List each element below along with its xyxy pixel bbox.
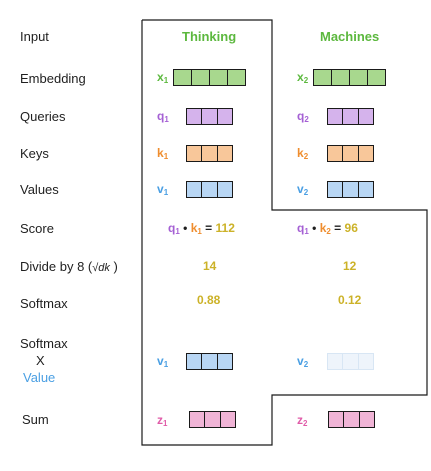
row-label-softmax: Softmax (20, 296, 68, 311)
score-value-thinking: 112 (215, 221, 235, 235)
sqrt-dk-symbol: √dk (92, 262, 110, 274)
row-label-sum: Sum (22, 412, 49, 427)
value-vector-v2 (327, 181, 374, 198)
sum-symbol-z1: z1 (157, 413, 168, 428)
embedding-vector-x2 (313, 69, 386, 86)
column-header-thinking: Thinking (182, 29, 237, 44)
softmax-value-thinking: 0.88 (197, 293, 221, 307)
softmax-value-machines: 0.12 (338, 293, 362, 307)
score-expression-thinking: q1 • k1 = 112 (168, 221, 235, 236)
embedding-vector-x1 (173, 69, 246, 86)
row-label-softmax-2: Softmax (20, 336, 68, 351)
row-label-values: Values (20, 182, 59, 197)
row-label-input: Input (20, 29, 49, 44)
divide-text: Divide by 8 ( (20, 259, 93, 274)
weighted-value-symbol-v1: v1 (157, 354, 169, 369)
value-symbol-v2: v2 (297, 182, 309, 197)
divided-score-machines: 12 (343, 259, 357, 273)
value-symbol-v1: v1 (157, 182, 169, 197)
sum-symbol-z2: z2 (297, 413, 308, 428)
row-label-keys: Keys (20, 146, 49, 161)
key-vector-k1 (186, 145, 233, 162)
weighted-value-vector-v2 (327, 353, 374, 370)
weighted-value-symbol-v2: v2 (297, 354, 309, 369)
row-label-embedding: Embedding (20, 71, 86, 86)
sum-vector-z2 (328, 411, 375, 428)
score-expression-machines: q1 • k2 = 96 (297, 221, 358, 236)
sum-vector-z1 (189, 411, 236, 428)
weighted-value-vector-v1 (186, 353, 233, 370)
divide-close: ) (113, 259, 118, 274)
embedding-symbol-x2: x2 (297, 70, 309, 85)
query-symbol-q2: q2 (297, 109, 309, 124)
query-vector-q1 (186, 108, 233, 125)
row-label-score: Score (20, 221, 54, 236)
row-label-queries: Queries (20, 109, 66, 124)
row-label-value: Value (23, 370, 56, 385)
query-vector-q2 (327, 108, 374, 125)
key-symbol-k2: k2 (297, 146, 309, 161)
key-symbol-k1: k1 (157, 146, 169, 161)
row-label-x: X (36, 353, 45, 368)
divided-score-thinking: 14 (203, 259, 217, 273)
score-value-machines: 96 (344, 221, 358, 235)
value-vector-v1 (186, 181, 233, 198)
embedding-symbol-x1: x1 (157, 70, 169, 85)
key-vector-k2 (327, 145, 374, 162)
query-symbol-q1: q1 (157, 109, 169, 124)
column-header-machines: Machines (320, 29, 380, 44)
row-label-divide: Divide by 8 (√dk ) (20, 259, 118, 274)
